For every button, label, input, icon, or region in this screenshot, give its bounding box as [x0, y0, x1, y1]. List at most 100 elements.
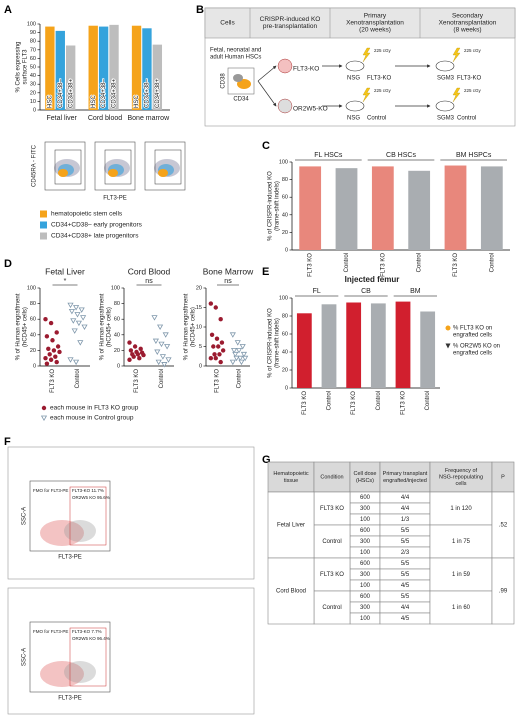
host-label: SGM3: [437, 116, 455, 122]
bar: [88, 25, 98, 110]
bar-label: CD34+38–: [145, 78, 151, 108]
header-text: engrafted/injected: [383, 478, 427, 484]
facs-population: [233, 74, 243, 82]
point: [43, 317, 48, 322]
x-tick-label: Control: [237, 369, 243, 388]
x-tick-label: Control: [159, 369, 165, 388]
point: [67, 357, 74, 363]
point: [44, 361, 50, 366]
y-tick-label: 40: [282, 349, 288, 355]
panel-label: C: [262, 140, 270, 152]
group-label: BM: [410, 288, 421, 295]
flow-axis-label: FLT3-PE: [58, 555, 82, 561]
bar-label: CD34+38+: [155, 78, 161, 108]
point: [162, 332, 169, 338]
host-label: SGM3: [437, 76, 455, 82]
y-tick-label: 80: [30, 301, 36, 307]
point: [71, 328, 78, 334]
column-header: Cells: [220, 20, 235, 27]
y-tick-label: 20: [30, 348, 36, 354]
point: [53, 354, 58, 359]
y-tick-label: 90: [30, 30, 36, 36]
table-cell: [313, 491, 351, 526]
y-axis-label: % of CRISPR-induced KO: [268, 171, 274, 241]
bar: [299, 166, 322, 250]
bar-label: CD34+38–: [58, 78, 64, 108]
arrow: [257, 80, 277, 107]
point: [239, 344, 246, 350]
header-cell: [313, 461, 351, 493]
dose-label: 225 cGy: [464, 88, 482, 93]
flow-population: [64, 661, 96, 683]
point: [48, 357, 54, 362]
point: [212, 352, 217, 357]
x-tick-label: FLT3 KO: [401, 391, 407, 415]
header-text: cells: [455, 481, 466, 487]
legend-label: engrafted cells: [453, 333, 492, 339]
point: [158, 341, 165, 348]
y-tick-label: 20: [30, 90, 36, 96]
point: [242, 355, 249, 362]
group-label: FL HSCs: [314, 152, 343, 159]
dose-label: 225 cGy: [464, 48, 482, 53]
y-tick-label: 10: [196, 324, 202, 330]
y-tick-label: 20: [196, 285, 202, 291]
table-cell: [267, 557, 315, 625]
point: [233, 355, 240, 362]
y-tick-label: 5: [199, 344, 202, 350]
header-text: Condition: [320, 474, 343, 480]
bar-label: CD34+38–: [101, 78, 107, 108]
radiation-icon: [362, 47, 371, 63]
cell-text: 4/5: [401, 583, 410, 589]
x-tick-label: Control: [425, 391, 431, 410]
y-tick-label: 20: [282, 367, 288, 373]
point: [46, 346, 51, 352]
flow-axis-label: SSC-A: [22, 507, 28, 525]
point: [77, 340, 84, 346]
cell-text: 5/5: [401, 528, 410, 534]
legend-swatch: [40, 210, 47, 218]
x-tick-label: FLT3 KO: [308, 253, 314, 277]
condition-label: Control: [367, 116, 386, 122]
bar: [98, 26, 109, 110]
x-tick-label: FLT3 KO: [50, 369, 56, 393]
y-tick-label: 0: [117, 363, 120, 369]
y-tick-label: 80: [282, 313, 288, 319]
point: [208, 356, 214, 361]
bar: [444, 165, 467, 250]
group-label: BM HSPCs: [456, 152, 492, 159]
point: [68, 309, 75, 315]
y-tick-label: 80: [114, 301, 120, 307]
radiation-icon: [362, 87, 371, 103]
y-tick-label: 100: [111, 285, 120, 291]
legend-swatch: [40, 221, 47, 229]
group-label: Fetal liver: [46, 115, 77, 122]
point: [50, 338, 55, 343]
point: [211, 344, 216, 349]
x-tick-label: Control: [75, 369, 81, 388]
flow-gate: [69, 486, 107, 546]
axis-label: CD34: [233, 97, 249, 103]
x-tick-label: Control: [344, 253, 350, 272]
point: [55, 344, 61, 349]
bar-label: CD34+38+: [112, 78, 118, 108]
y-tick-label: 40: [30, 73, 36, 79]
group-label: CB: [361, 288, 371, 295]
table-cell: [313, 524, 351, 559]
cell-text: 100: [360, 583, 371, 589]
radiation-icon: [452, 47, 461, 63]
y-axis-label: surface FLT3: [23, 49, 29, 85]
axis-label: CD38: [221, 73, 227, 89]
point: [67, 302, 74, 309]
point: [81, 324, 88, 331]
point: [238, 359, 245, 366]
legend-label: hematopoietic stem cells: [51, 211, 123, 218]
point: [74, 312, 81, 318]
column-header: pre-transplantation: [263, 23, 318, 30]
point: [54, 359, 59, 365]
point: [220, 348, 226, 353]
point: [57, 349, 62, 355]
y-tick-label: 50: [30, 64, 36, 70]
y-tick-label: 80: [282, 177, 288, 183]
y-tick-label: 60: [30, 317, 36, 323]
